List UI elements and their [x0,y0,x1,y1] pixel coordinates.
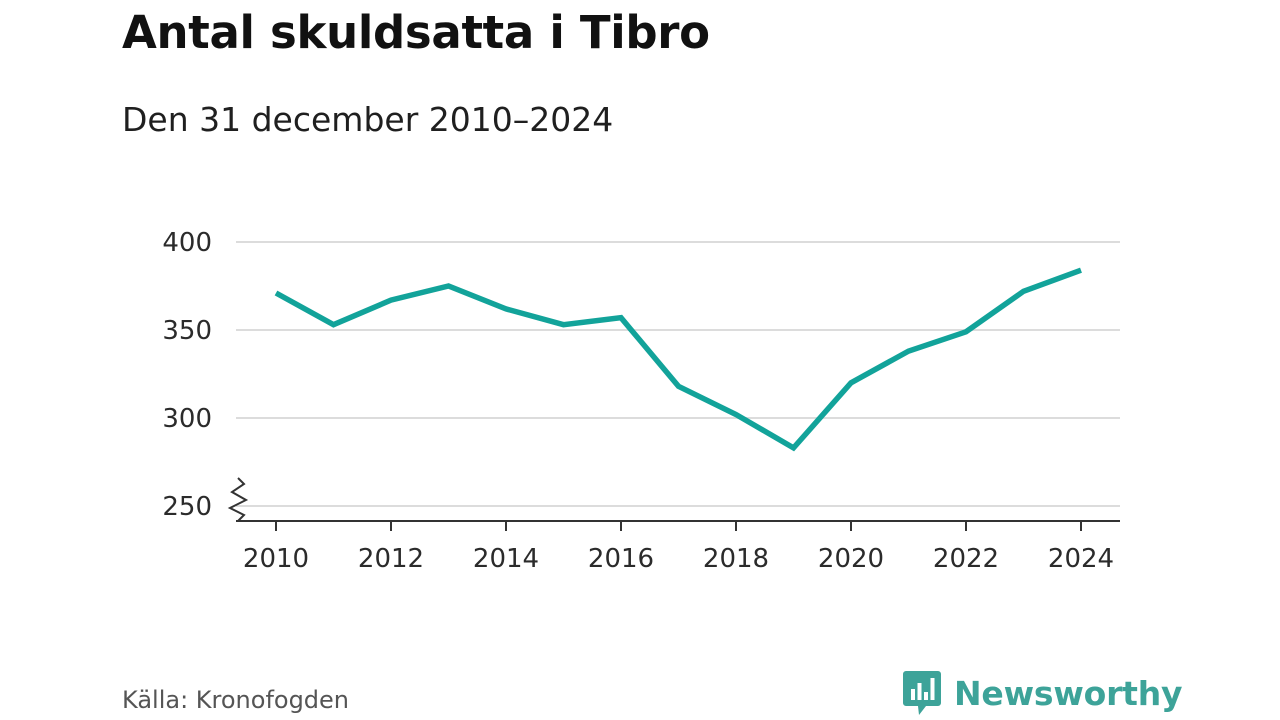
y-axis-tick-labels: 250 300 350 400 [162,228,212,522]
x-tick-label: 2014 [473,544,539,574]
x-tick-label: 2024 [1048,544,1114,574]
x-tick-label: 2020 [818,544,884,574]
line-chart: 250 300 350 400 2010 2012 2014 2016 2018 2020 202… [162,228,1120,574]
brand-name: Newsworthy [954,673,1183,713]
x-tick-label: 2010 [243,544,309,574]
bar-chart-speech-bubble-icon [903,671,941,715]
y-tick-label: 350 [162,316,212,346]
gridlines [236,241,1120,507]
chart-title: Antal skuldsatta i Tibro [122,6,710,59]
x-tick-label: 2022 [933,544,999,574]
series-layer [274,267,1082,452]
x-axis [227,477,1120,531]
series-line [274,267,1082,452]
axis-break-icon [227,477,249,522]
y-tick-label: 250 [162,492,212,522]
brand-logo: Newsworthy [902,669,1183,717]
x-axis-tick-labels: 2010 2012 2014 2016 2018 2020 2022 2024 [243,544,1114,574]
x-tick-label: 2016 [588,544,654,574]
x-tick-label: 2018 [703,544,769,574]
y-tick-label: 300 [162,404,212,434]
x-tick-label: 2012 [358,544,424,574]
chart-subtitle: Den 31 december 2010–2024 [122,100,614,139]
source-note: Källa: Kronofogden [122,686,350,714]
y-tick-label: 400 [162,228,212,258]
